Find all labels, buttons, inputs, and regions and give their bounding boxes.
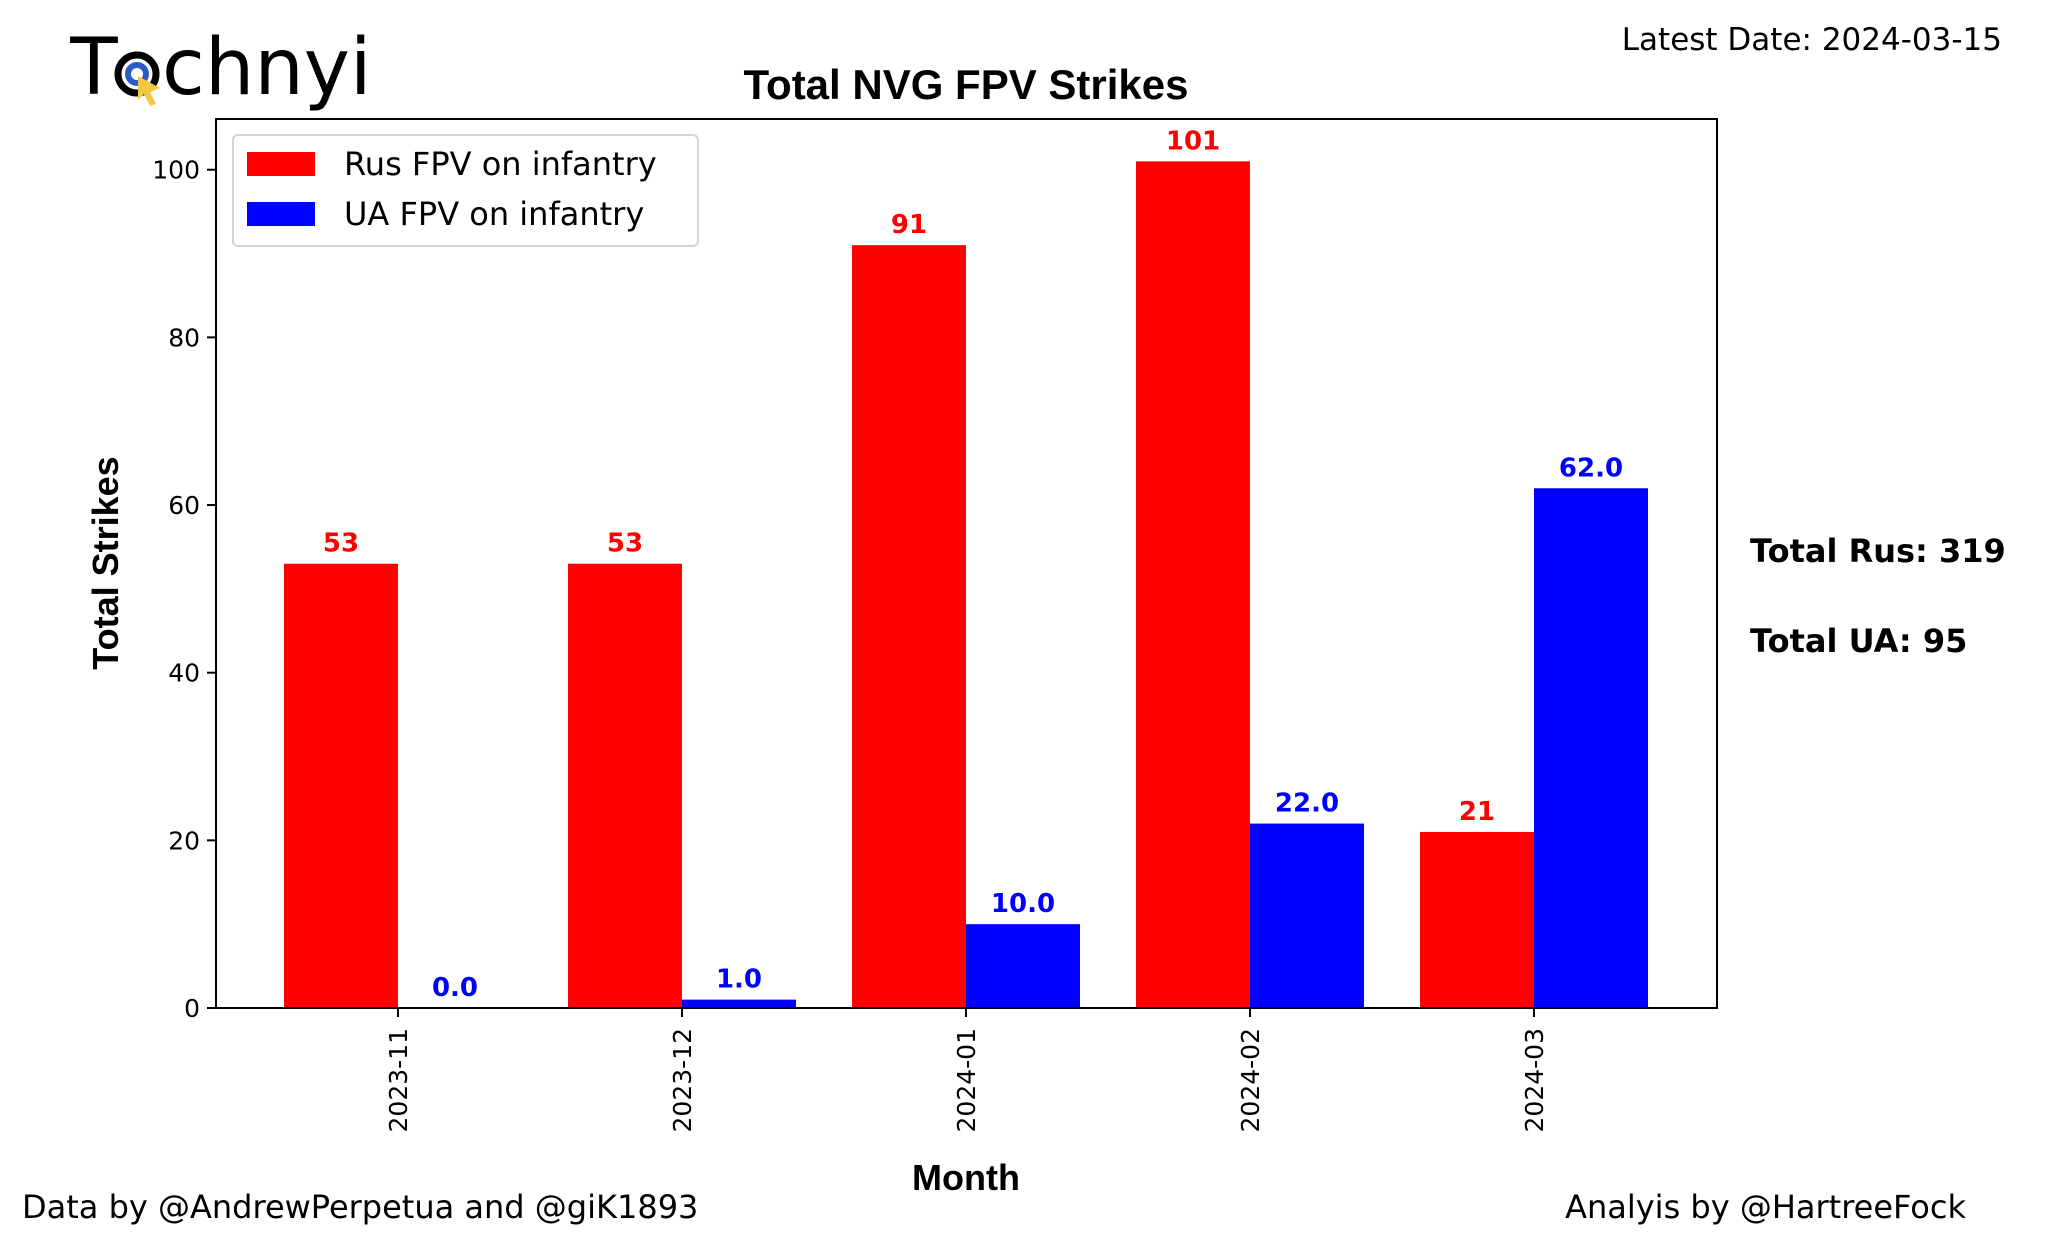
footer-data-credit: Data by @AndrewPerpetua and @giK1893 [22, 1188, 699, 1226]
logo: T chnyi [69, 22, 372, 121]
bar-rus [852, 245, 966, 1008]
y-tick-label: 80 [168, 323, 200, 352]
data-label: 62.0 [1559, 453, 1623, 483]
bar-rus [1136, 161, 1250, 1009]
bar-ua [1250, 823, 1364, 1008]
data-label: 91 [891, 210, 927, 240]
data-label: 21 [1459, 797, 1495, 827]
x-tick-label: 2024-03 [1520, 1028, 1549, 1132]
bar-ua [1534, 488, 1648, 1008]
y-tick-label: 20 [168, 826, 200, 855]
bar-ua [682, 999, 796, 1008]
legend-label: UA FPV on infantry [344, 195, 644, 233]
total-ua: Total UA: 95 [1750, 622, 1968, 660]
data-label: 53 [607, 529, 643, 559]
latest-date: Latest Date: 2024-03-15 [1621, 22, 2002, 58]
bar-ua [966, 924, 1080, 1008]
data-label: 53 [323, 529, 359, 559]
plot-frame [215, 118, 1718, 1009]
x-tick-label: 2023-11 [384, 1028, 413, 1132]
footer-analysis-credit: Analyis by @HartreeFock [1565, 1188, 1966, 1226]
bar-rus [284, 563, 398, 1008]
legend-swatch [247, 202, 315, 226]
chart-title: Total NVG FPV Strikes [744, 61, 1189, 108]
y-tick-label: 60 [168, 491, 200, 520]
x-tick-label: 2024-01 [952, 1028, 981, 1132]
data-label: 101 [1166, 126, 1220, 156]
y-tick-label: 100 [152, 156, 200, 185]
x-axis-label: Month [912, 1157, 1020, 1198]
total-rus: Total Rus: 319 [1750, 532, 2006, 570]
x-tick-label: 2023-12 [668, 1028, 697, 1132]
x-tick-label: 2024-02 [1236, 1028, 1265, 1132]
data-label: 0.0 [432, 973, 478, 1003]
bar-rus [568, 563, 682, 1008]
data-label: 22.0 [1275, 789, 1339, 819]
bar-rus [1420, 831, 1534, 1008]
legend-box [232, 134, 699, 247]
svg-text:chnyi: chnyi [162, 23, 370, 113]
legend-label: Rus FPV on infantry [344, 145, 657, 183]
svg-text:T: T [70, 23, 118, 113]
legend-swatch [247, 152, 315, 176]
y-axis-label: Total Strikes [85, 456, 126, 669]
data-label: 1.0 [716, 965, 762, 995]
y-tick-label: 0 [184, 994, 200, 1023]
legend: Rus FPV on infantry UA FPV on infantry [232, 134, 699, 247]
y-tick-label: 40 [168, 659, 200, 688]
data-label: 10.0 [991, 889, 1055, 919]
